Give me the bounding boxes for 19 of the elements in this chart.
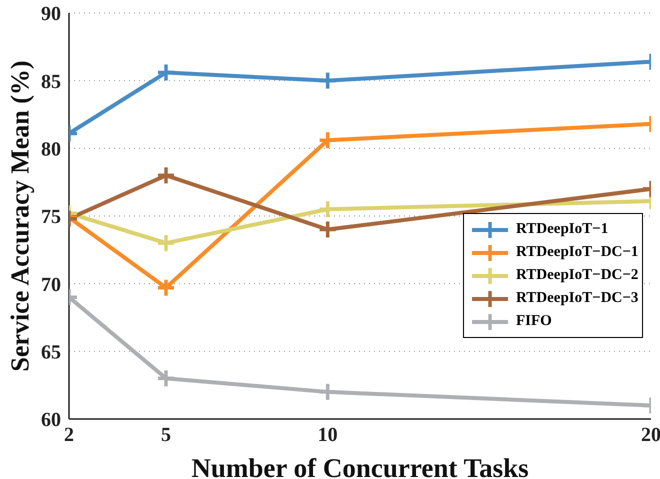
y-tick-label: 75 <box>41 206 61 228</box>
y-tick-label: 85 <box>41 70 61 93</box>
x-tick-label: 2 <box>64 424 74 446</box>
y-axis-title: Service Accuracy Mean (%) <box>6 60 34 372</box>
legend-label: RTDeepIoT−1 <box>516 221 608 238</box>
legend-label: RTDeepIoT−DC−2 <box>516 267 638 284</box>
x-tick-label: 20 <box>641 424 660 446</box>
y-tick-label: 80 <box>41 138 61 160</box>
legend-label: FIFO <box>516 313 552 330</box>
y-tick-label: 60 <box>41 409 61 432</box>
legend-label: RTDeepIoT−DC−3 <box>516 290 638 307</box>
point <box>318 130 338 150</box>
legend-label: RTDeepIoT−DC−1 <box>516 244 638 261</box>
x-axis-title: Number of Concurrent Tasks <box>191 453 529 479</box>
y-tick-label: 70 <box>41 274 61 296</box>
x-tick-label: 10 <box>318 424 338 446</box>
x-tick-label: 5 <box>161 424 171 446</box>
y-tick-label: 90 <box>41 3 61 26</box>
y-tick-label: 65 <box>41 341 61 364</box>
